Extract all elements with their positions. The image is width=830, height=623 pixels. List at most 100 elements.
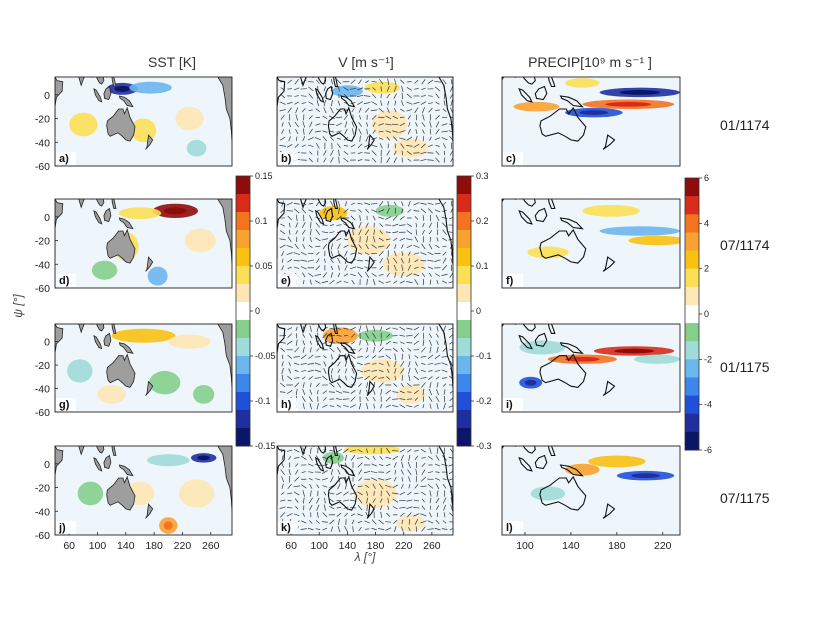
row-date-1: 01/1174 bbox=[720, 117, 770, 133]
anomaly-core-c-0 bbox=[619, 90, 660, 95]
anomaly-h-2 bbox=[361, 359, 404, 383]
coastline bbox=[299, 324, 307, 334]
x-tick-label: 180 bbox=[145, 540, 163, 552]
land-mass bbox=[55, 446, 64, 505]
anomaly-core-j-0 bbox=[197, 455, 211, 461]
panel-frame bbox=[276, 198, 454, 289]
land-mass bbox=[111, 77, 117, 87]
land-mass bbox=[93, 210, 103, 225]
coastline bbox=[547, 199, 556, 210]
panel-letter: d) bbox=[59, 275, 70, 287]
y-tick-label: 0 bbox=[44, 90, 50, 102]
coastline bbox=[514, 446, 536, 454]
panel-letter: j) bbox=[58, 522, 66, 534]
colorbar-swatch bbox=[236, 338, 250, 357]
anomaly-e-1 bbox=[347, 226, 390, 255]
anomaly-core-i-0 bbox=[613, 348, 655, 354]
anomaly-j-4 bbox=[77, 481, 104, 506]
x-tick-label: 180 bbox=[608, 540, 626, 552]
colorbar-tick-label: -0.1 bbox=[255, 396, 271, 406]
panel-frame bbox=[501, 445, 681, 536]
anomaly-core-l-0 bbox=[631, 473, 660, 479]
colorbar-swatch bbox=[236, 428, 250, 447]
x-tick-label: 220 bbox=[174, 540, 192, 552]
coastline bbox=[518, 87, 533, 103]
anomaly-g-3 bbox=[97, 385, 126, 404]
coastline bbox=[539, 228, 587, 264]
coastline bbox=[559, 342, 584, 355]
anomaly-k-3 bbox=[396, 514, 425, 532]
coastline bbox=[312, 324, 327, 332]
anomaly-g-2 bbox=[67, 359, 93, 383]
land-mass bbox=[118, 342, 134, 354]
coastline bbox=[514, 77, 536, 85]
colorbar-swatch bbox=[685, 323, 699, 342]
panel-letter: f) bbox=[506, 275, 514, 287]
land-mass bbox=[78, 199, 85, 209]
colorbar-1: 0.15 0.1 0.05 0 -0.05 -0.1 -0.15 bbox=[235, 171, 276, 451]
colorbar-swatch bbox=[457, 230, 471, 249]
colorbar-tick-label: -2 bbox=[704, 354, 712, 364]
coastline bbox=[312, 199, 327, 207]
panel-h: h) bbox=[276, 323, 454, 413]
colorbar-tick-label: 0.1 bbox=[255, 216, 268, 226]
coastline bbox=[277, 77, 286, 136]
land-mass bbox=[217, 77, 232, 143]
colorbar-tick-label: 0.2 bbox=[476, 216, 489, 226]
colorbar-swatch bbox=[236, 392, 250, 411]
land-mass bbox=[217, 324, 232, 389]
colorbar-swatch bbox=[685, 250, 699, 270]
colorbars-layer: 0.15 0.1 0.05 0 -0.05 -0.1 -0.15 0.3 0.2 0.1 0 -0.1… bbox=[235, 171, 712, 455]
x-tick-label: 140 bbox=[562, 540, 580, 552]
coastline bbox=[518, 209, 533, 225]
anomaly-k-2 bbox=[354, 479, 397, 508]
colorbar-swatch bbox=[236, 320, 250, 339]
wind-vectors bbox=[279, 447, 453, 533]
panel-frame bbox=[54, 445, 233, 536]
colorbar-swatch bbox=[236, 356, 250, 375]
colorbar-tick-label: -4 bbox=[704, 400, 712, 410]
land-mass bbox=[78, 77, 85, 87]
colorbar-swatch bbox=[236, 194, 250, 213]
anomaly-core-i-2 bbox=[524, 379, 537, 386]
land-mass bbox=[106, 475, 136, 511]
y-tick-label: -20 bbox=[35, 114, 50, 126]
coastline bbox=[438, 77, 453, 143]
anomaly-f-1 bbox=[628, 235, 680, 246]
colorbar-tick-label: 0 bbox=[255, 306, 260, 316]
coastline bbox=[602, 256, 616, 272]
wind-vectors bbox=[279, 78, 453, 164]
anomaly-k-1 bbox=[322, 451, 344, 464]
coastline bbox=[327, 352, 358, 389]
panel-c: c) bbox=[501, 76, 681, 167]
colorbar-swatch bbox=[457, 428, 471, 447]
coastline bbox=[325, 85, 334, 101]
colorbar-swatch bbox=[685, 377, 699, 397]
colorbar-swatch bbox=[457, 392, 471, 411]
colorbar-tick-label: 0.05 bbox=[255, 261, 273, 271]
colorbar-swatch bbox=[685, 286, 699, 306]
anomaly-core-c-2 bbox=[579, 110, 609, 115]
land-mass bbox=[93, 88, 103, 103]
anomaly-h-1 bbox=[357, 329, 394, 342]
y-tick-label: 0 bbox=[44, 212, 50, 224]
y-axis-label: ψ [°] bbox=[11, 294, 25, 318]
coastline bbox=[559, 464, 584, 477]
anomaly-b-1 bbox=[365, 81, 401, 94]
colorbar-tick-label: -0.1 bbox=[476, 351, 492, 361]
panel-j: 0 -20 -40 -60 60 100 140 180 220 260 j) bbox=[35, 445, 233, 552]
coastline bbox=[340, 95, 356, 108]
colorbar-tick-label: -0.3 bbox=[476, 441, 492, 451]
colorbar-swatch bbox=[457, 410, 471, 429]
coastline bbox=[333, 199, 339, 210]
y-tick-label: 0 bbox=[44, 337, 50, 349]
colorbar-swatch bbox=[685, 359, 699, 378]
anomaly-d-5 bbox=[184, 228, 216, 253]
y-tick-label: -40 bbox=[35, 384, 50, 396]
colorbar-tick-label: -0.15 bbox=[255, 441, 276, 451]
colorbar-swatch bbox=[685, 304, 699, 324]
colorbar-swatch bbox=[685, 341, 699, 360]
coastline bbox=[518, 334, 533, 350]
colorbar-tick-label: 0 bbox=[476, 306, 481, 316]
land-mass bbox=[145, 134, 154, 150]
